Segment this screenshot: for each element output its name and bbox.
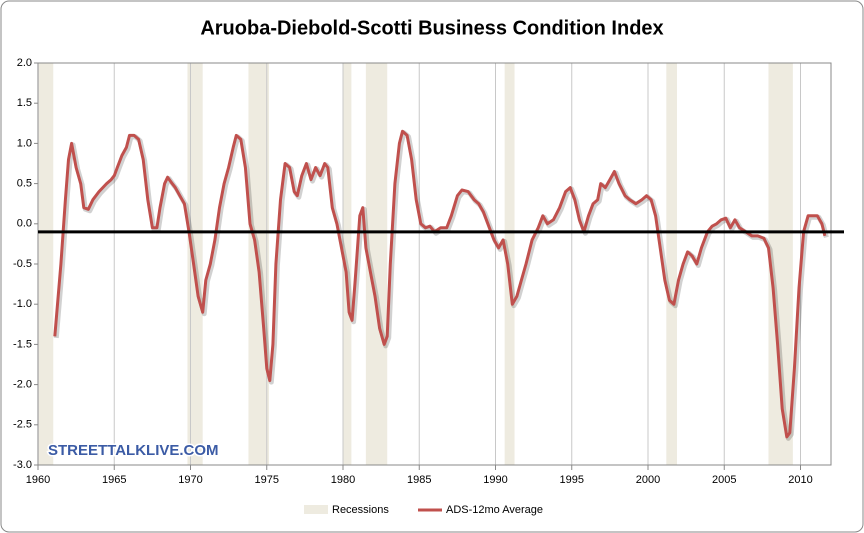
recession-band <box>666 63 677 465</box>
legend-label: ADS-12mo Average <box>446 504 543 516</box>
y-tick-label: 1.5 <box>17 97 32 109</box>
y-tick-label: -3.0 <box>13 459 32 471</box>
legend-label: Recessions <box>332 504 389 516</box>
x-tick-label: 2000 <box>636 474 660 486</box>
recession-band <box>504 63 515 465</box>
x-tick-label: 1965 <box>102 474 126 486</box>
x-tick-label: 1985 <box>407 474 431 486</box>
chart-title: Aruoba-Diebold-Scotti Business Condition… <box>200 17 663 39</box>
data-line <box>53 129 827 439</box>
y-tick-label: 0.5 <box>17 178 32 190</box>
y-tick-label: 2.0 <box>17 57 32 69</box>
recession-band <box>343 63 352 465</box>
x-tick-label: 1990 <box>483 474 507 486</box>
y-tick-label: -1.5 <box>13 338 32 350</box>
x-tick-label: 1980 <box>331 474 355 486</box>
y-tick-label: 0.0 <box>17 218 32 230</box>
x-tick-label: 1960 <box>26 474 50 486</box>
x-tick-label: 1995 <box>560 474 584 486</box>
watermark: STREETTALKLIVE.COM <box>48 442 219 459</box>
x-tick-label: 2005 <box>712 474 736 486</box>
x-tick-label: 1970 <box>178 474 202 486</box>
x-tick-label: 1975 <box>255 474 279 486</box>
x-tick-label: 2010 <box>788 474 812 486</box>
recession-band <box>365 63 388 465</box>
y-tick-label: -0.5 <box>13 258 32 270</box>
y-tick-label: -2.0 <box>13 379 32 391</box>
y-tick-label: -2.5 <box>13 419 32 431</box>
y-tick-label: -1.0 <box>13 298 32 310</box>
plot-border <box>37 62 832 466</box>
y-tick-label: 1.0 <box>17 137 32 149</box>
legend-swatch <box>304 505 328 514</box>
recession-band <box>38 63 54 465</box>
